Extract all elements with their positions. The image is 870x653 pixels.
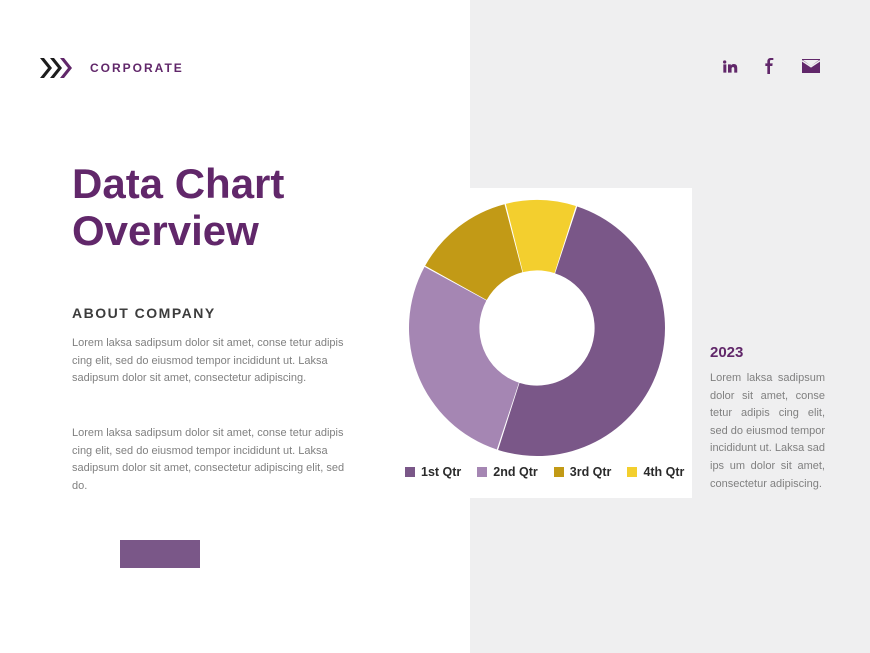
about-paragraph-2: Lorem laksa sadipsum dolor sit amet, con… bbox=[72, 425, 352, 495]
chart-legend: 1st Qtr 2nd Qtr 3rd Qtr 4th Qtr bbox=[405, 465, 684, 479]
donut-chart bbox=[382, 188, 692, 468]
legend-item-q3: 3rd Qtr bbox=[554, 465, 612, 479]
about-heading: ABOUT COMPANY bbox=[72, 305, 216, 321]
legend-item-q4: 4th Qtr bbox=[627, 465, 684, 479]
linkedin-icon[interactable] bbox=[722, 58, 738, 79]
facebook-icon[interactable] bbox=[762, 58, 778, 79]
chevrons-icon bbox=[40, 58, 76, 78]
swatch-icon bbox=[627, 467, 637, 477]
about-paragraph-1: Lorem laksa sadipsum dolor sit amet, con… bbox=[72, 335, 352, 388]
mail-icon[interactable] bbox=[802, 59, 820, 78]
legend-label: 4th Qtr bbox=[643, 465, 684, 479]
header: CORPORATE bbox=[40, 58, 184, 78]
chart-card bbox=[382, 188, 692, 498]
social-links bbox=[722, 58, 820, 79]
legend-item-q1: 1st Qtr bbox=[405, 465, 461, 479]
legend-label: 1st Qtr bbox=[421, 465, 461, 479]
swatch-icon bbox=[405, 467, 415, 477]
accent-bar bbox=[120, 540, 200, 568]
sidebar-paragraph: Lorem laksa sadipsum dolor sit amet, con… bbox=[710, 370, 825, 493]
swatch-icon bbox=[554, 467, 564, 477]
legend-label: 3rd Qtr bbox=[570, 465, 612, 479]
title-line-1: Data Chart bbox=[72, 160, 284, 207]
swatch-icon bbox=[477, 467, 487, 477]
title-line-2: Overview bbox=[72, 207, 259, 254]
sidebar-year: 2023 bbox=[710, 344, 743, 361]
legend-label: 2nd Qtr bbox=[493, 465, 537, 479]
legend-item-q2: 2nd Qtr bbox=[477, 465, 537, 479]
brand-label: CORPORATE bbox=[90, 61, 184, 75]
donut-slice bbox=[409, 267, 519, 450]
page-title: Data Chart Overview bbox=[72, 160, 284, 254]
